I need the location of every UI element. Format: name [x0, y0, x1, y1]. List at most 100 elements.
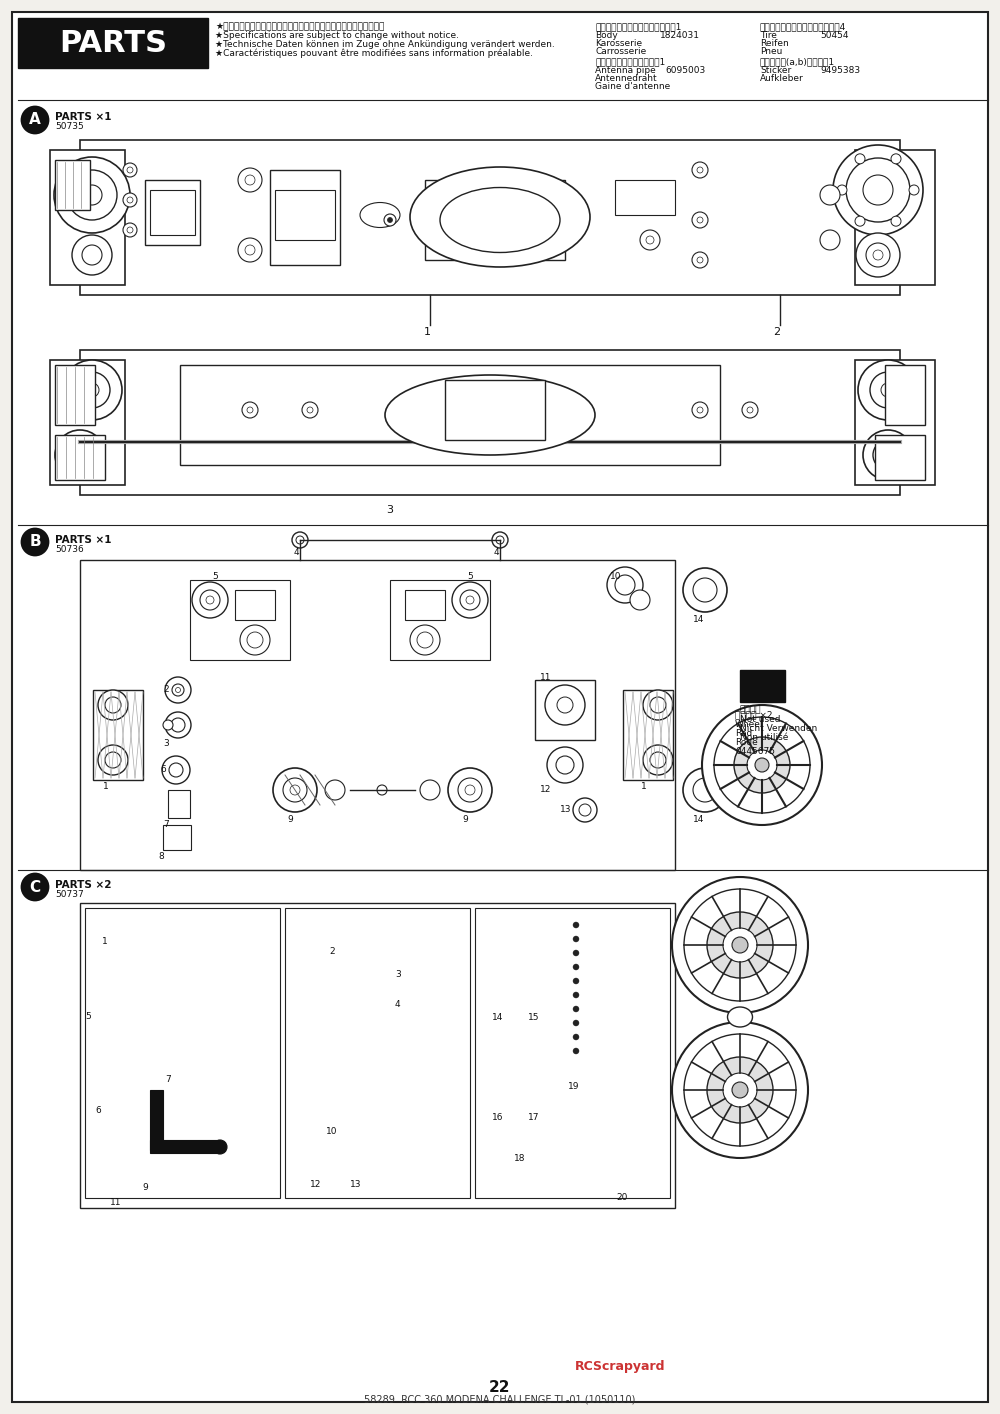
Circle shape — [460, 590, 480, 609]
Circle shape — [734, 737, 790, 793]
Circle shape — [697, 407, 703, 413]
Text: 0445675: 0445675 — [735, 747, 775, 756]
Circle shape — [62, 361, 122, 420]
Circle shape — [846, 158, 910, 222]
Circle shape — [105, 752, 121, 768]
Circle shape — [692, 212, 708, 228]
Bar — [310, 995, 385, 1017]
Text: 14: 14 — [693, 814, 704, 824]
Bar — [530, 915, 550, 1010]
Bar — [55, 365, 95, 426]
Circle shape — [573, 1019, 579, 1027]
Circle shape — [684, 1034, 796, 1145]
Text: Sticker: Sticker — [760, 66, 791, 75]
Circle shape — [693, 578, 717, 602]
Text: Body: Body — [595, 31, 618, 40]
Ellipse shape — [728, 1007, 753, 1027]
Circle shape — [127, 228, 133, 233]
Circle shape — [692, 252, 708, 269]
Circle shape — [155, 978, 163, 986]
Text: 10: 10 — [326, 1127, 338, 1135]
Circle shape — [532, 922, 548, 937]
Circle shape — [683, 568, 727, 612]
Bar — [875, 436, 925, 479]
Text: 3: 3 — [395, 970, 401, 978]
Circle shape — [22, 107, 48, 133]
Circle shape — [702, 706, 822, 824]
Bar — [885, 365, 925, 426]
Circle shape — [684, 889, 796, 1001]
Circle shape — [870, 372, 906, 409]
Text: 10: 10 — [610, 573, 622, 581]
Circle shape — [171, 978, 179, 986]
Text: Wheel: Wheel — [735, 720, 764, 730]
Circle shape — [123, 223, 137, 238]
Circle shape — [171, 718, 185, 732]
Circle shape — [573, 1005, 579, 1012]
Circle shape — [643, 745, 673, 775]
Text: Reifen: Reifen — [760, 40, 789, 48]
Circle shape — [573, 978, 579, 984]
Circle shape — [247, 407, 253, 413]
Text: 13: 13 — [350, 1181, 362, 1189]
Text: 6095003: 6095003 — [665, 66, 705, 75]
Circle shape — [127, 167, 133, 173]
Text: Not used: Not used — [740, 715, 780, 724]
Bar — [55, 160, 90, 211]
Text: Karosserie: Karosserie — [595, 40, 642, 48]
Circle shape — [200, 590, 220, 609]
Circle shape — [496, 536, 504, 544]
Text: ホイール ×2: ホイール ×2 — [735, 710, 772, 718]
Circle shape — [366, 997, 384, 1015]
Circle shape — [290, 785, 300, 795]
Circle shape — [498, 1044, 512, 1058]
Circle shape — [165, 713, 191, 738]
Text: 2: 2 — [329, 947, 335, 956]
Text: Pneu: Pneu — [760, 47, 782, 57]
Text: 12: 12 — [540, 785, 551, 795]
Text: 9: 9 — [462, 814, 468, 824]
Text: 2: 2 — [163, 684, 169, 694]
Circle shape — [452, 583, 488, 618]
Circle shape — [697, 216, 703, 223]
Bar — [495, 915, 515, 1010]
Bar — [150, 189, 195, 235]
Circle shape — [573, 797, 597, 822]
Circle shape — [312, 922, 328, 937]
Bar — [145, 1185, 175, 1198]
Text: 18: 18 — [514, 1154, 526, 1162]
Circle shape — [91, 978, 99, 986]
Circle shape — [410, 625, 440, 655]
Circle shape — [742, 402, 758, 419]
Bar — [270, 170, 340, 264]
Text: ★製品改良のためキットは予告なく仕様を変更することがあります。: ★製品改良のためキットは予告なく仕様を変更することがあります。 — [215, 23, 384, 31]
Text: Aufkleber: Aufkleber — [760, 74, 804, 83]
Text: Carrosserie: Carrosserie — [595, 47, 646, 57]
Bar — [80, 351, 900, 495]
Circle shape — [630, 590, 650, 609]
Circle shape — [747, 407, 753, 413]
Circle shape — [296, 536, 304, 544]
Circle shape — [723, 928, 757, 962]
Bar — [615, 180, 675, 215]
Circle shape — [732, 1082, 748, 1099]
Text: RCScrapyard: RCScrapyard — [575, 1360, 665, 1373]
Text: 不要部品: 不要部品 — [740, 706, 762, 714]
Circle shape — [366, 967, 384, 986]
Circle shape — [335, 915, 365, 945]
Bar — [150, 1090, 163, 1150]
Circle shape — [873, 440, 903, 469]
Bar — [190, 580, 290, 660]
Circle shape — [866, 243, 890, 267]
Circle shape — [74, 372, 110, 409]
Circle shape — [342, 922, 358, 937]
Circle shape — [420, 781, 440, 800]
Circle shape — [169, 764, 183, 778]
Circle shape — [891, 154, 901, 164]
Circle shape — [242, 402, 258, 419]
Circle shape — [240, 625, 270, 655]
Circle shape — [557, 697, 573, 713]
Text: PARTS: PARTS — [59, 28, 167, 58]
Text: 50737: 50737 — [55, 889, 84, 899]
Circle shape — [643, 690, 673, 720]
